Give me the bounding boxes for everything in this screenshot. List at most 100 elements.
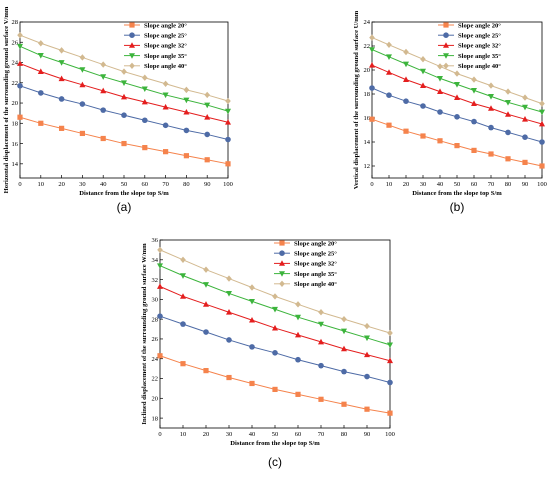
- data-point-series-3: [79, 81, 86, 88]
- panel-label: (c): [268, 455, 282, 469]
- data-point-series-2: [341, 368, 347, 375]
- data-point-series-5: [100, 61, 106, 68]
- data-point-series-2: [203, 329, 209, 335]
- legend-marker: [443, 42, 449, 48]
- data-point-series-2: [318, 362, 324, 369]
- y-tick-label: 22: [12, 80, 19, 87]
- data-point-series-1: [226, 374, 232, 381]
- data-point-series-3: [454, 94, 460, 100]
- data-point-series-3: [364, 351, 370, 358]
- legend-marker: [279, 260, 285, 266]
- legend-marker: [279, 280, 285, 287]
- legend-marker: [443, 22, 449, 28]
- data-point-series-1: [387, 410, 393, 416]
- data-point-series-5: [437, 63, 443, 70]
- x-tick-label: 60: [471, 181, 478, 188]
- data-point-series-5: [505, 88, 511, 95]
- data-point-series-1: [183, 153, 189, 159]
- legend-label: Slope angle 40°: [458, 63, 501, 70]
- y-tick-label: 12: [364, 163, 371, 170]
- data-point-series-5: [162, 80, 169, 87]
- legend-label: Slope angle 20°: [458, 22, 501, 29]
- data-point-series-4: [180, 273, 186, 279]
- data-point-series-5: [121, 68, 127, 75]
- data-point-series-5: [387, 329, 393, 337]
- y-tick-label: 28: [152, 316, 159, 323]
- data-point-series-2: [437, 109, 443, 115]
- x-tick-label: 40: [100, 181, 107, 188]
- data-point-series-2: [295, 356, 301, 363]
- data-point-series-3: [204, 114, 211, 120]
- data-point-series-4: [387, 342, 393, 349]
- y-tick-label: 30: [152, 297, 159, 304]
- data-point-series-4: [505, 100, 511, 106]
- x-tick-label: 10: [386, 181, 393, 188]
- data-point-series-2: [272, 350, 278, 356]
- legend-label: Slope angle 40°: [144, 63, 187, 70]
- data-point-series-2: [505, 129, 511, 136]
- data-point-series-3: [341, 345, 347, 352]
- data-point-series-1: [249, 380, 255, 387]
- data-point-series-2: [522, 134, 528, 140]
- x-tick-label: 20: [58, 181, 65, 188]
- data-point-series-3: [437, 88, 443, 94]
- data-point-series-5: [226, 275, 232, 282]
- x-tick-label: 50: [454, 181, 461, 188]
- data-point-series-5: [203, 266, 209, 273]
- data-point-series-1: [180, 361, 186, 367]
- data-point-series-2: [157, 313, 163, 319]
- x-tick-label: 50: [272, 431, 279, 438]
- data-point-series-3: [369, 62, 375, 68]
- data-point-series-4: [403, 61, 409, 68]
- y-tick-label: 22: [364, 43, 371, 50]
- y-tick-label: 18: [12, 120, 19, 127]
- y-tick-label: 34: [152, 257, 159, 264]
- x-tick-label: 30: [226, 431, 233, 438]
- legend-label: Slope angle 35°: [294, 271, 337, 278]
- x-axis-label: Distance from the slope top S/m: [79, 190, 169, 197]
- chart-panel-b: 0 10 20 30 40 50 60 70 80 90 100 12 14 16 18 20 22 24 Dist…: [353, 10, 547, 214]
- data-point-series-5: [157, 246, 163, 254]
- data-point-series-5: [341, 315, 347, 323]
- series-line-1: [371, 118, 543, 167]
- x-tick-label: 20: [403, 181, 410, 188]
- x-tick-label: 20: [203, 431, 210, 438]
- data-point-series-3: [471, 100, 477, 106]
- data-point-series-1: [522, 159, 528, 165]
- data-point-series-2: [38, 90, 44, 96]
- data-point-series-3: [162, 103, 169, 110]
- panel-label: (b): [450, 200, 465, 214]
- data-point-series-5: [272, 293, 278, 300]
- data-point-series-3: [100, 87, 107, 94]
- data-point-series-1: [454, 143, 460, 149]
- x-axis-label: Distance from the slope top S/m: [412, 190, 502, 197]
- legend-marker: [129, 62, 135, 69]
- x-tick-label: 100: [537, 181, 547, 188]
- y-tick-label: 14: [364, 139, 371, 146]
- chart-panel-a: 0 10 20 30 40 50 60 70 80 90 100 14 16 18 20 22 24 26 28 Di…: [3, 6, 233, 214]
- legend-label: Slope angle 20°: [294, 240, 337, 247]
- legend-marker: [443, 32, 449, 38]
- data-point-series-1: [38, 120, 44, 126]
- data-point-series-3: [539, 120, 545, 127]
- data-point-series-4: [369, 47, 375, 53]
- y-tick-label: 26: [12, 39, 19, 46]
- data-point-series-3: [203, 301, 209, 307]
- data-point-series-5: [58, 47, 65, 54]
- data-point-series-3: [272, 324, 278, 331]
- data-point-series-1: [437, 138, 443, 144]
- data-point-series-2: [121, 112, 127, 118]
- data-point-series-4: [364, 335, 370, 342]
- data-point-series-4: [318, 321, 324, 328]
- data-point-series-2: [142, 117, 148, 124]
- series-line-1: [159, 355, 391, 414]
- data-point-series-1: [272, 386, 278, 393]
- data-point-series-1: [79, 130, 85, 137]
- data-point-series-2: [403, 98, 409, 104]
- data-point-series-2: [100, 107, 106, 113]
- legend-label: Slope angle 32°: [458, 43, 501, 50]
- x-tick-label: 80: [341, 431, 348, 438]
- x-tick-label: 0: [18, 181, 21, 188]
- y-tick-label: 16: [12, 141, 19, 148]
- legend-label: Slope angle 32°: [294, 261, 337, 268]
